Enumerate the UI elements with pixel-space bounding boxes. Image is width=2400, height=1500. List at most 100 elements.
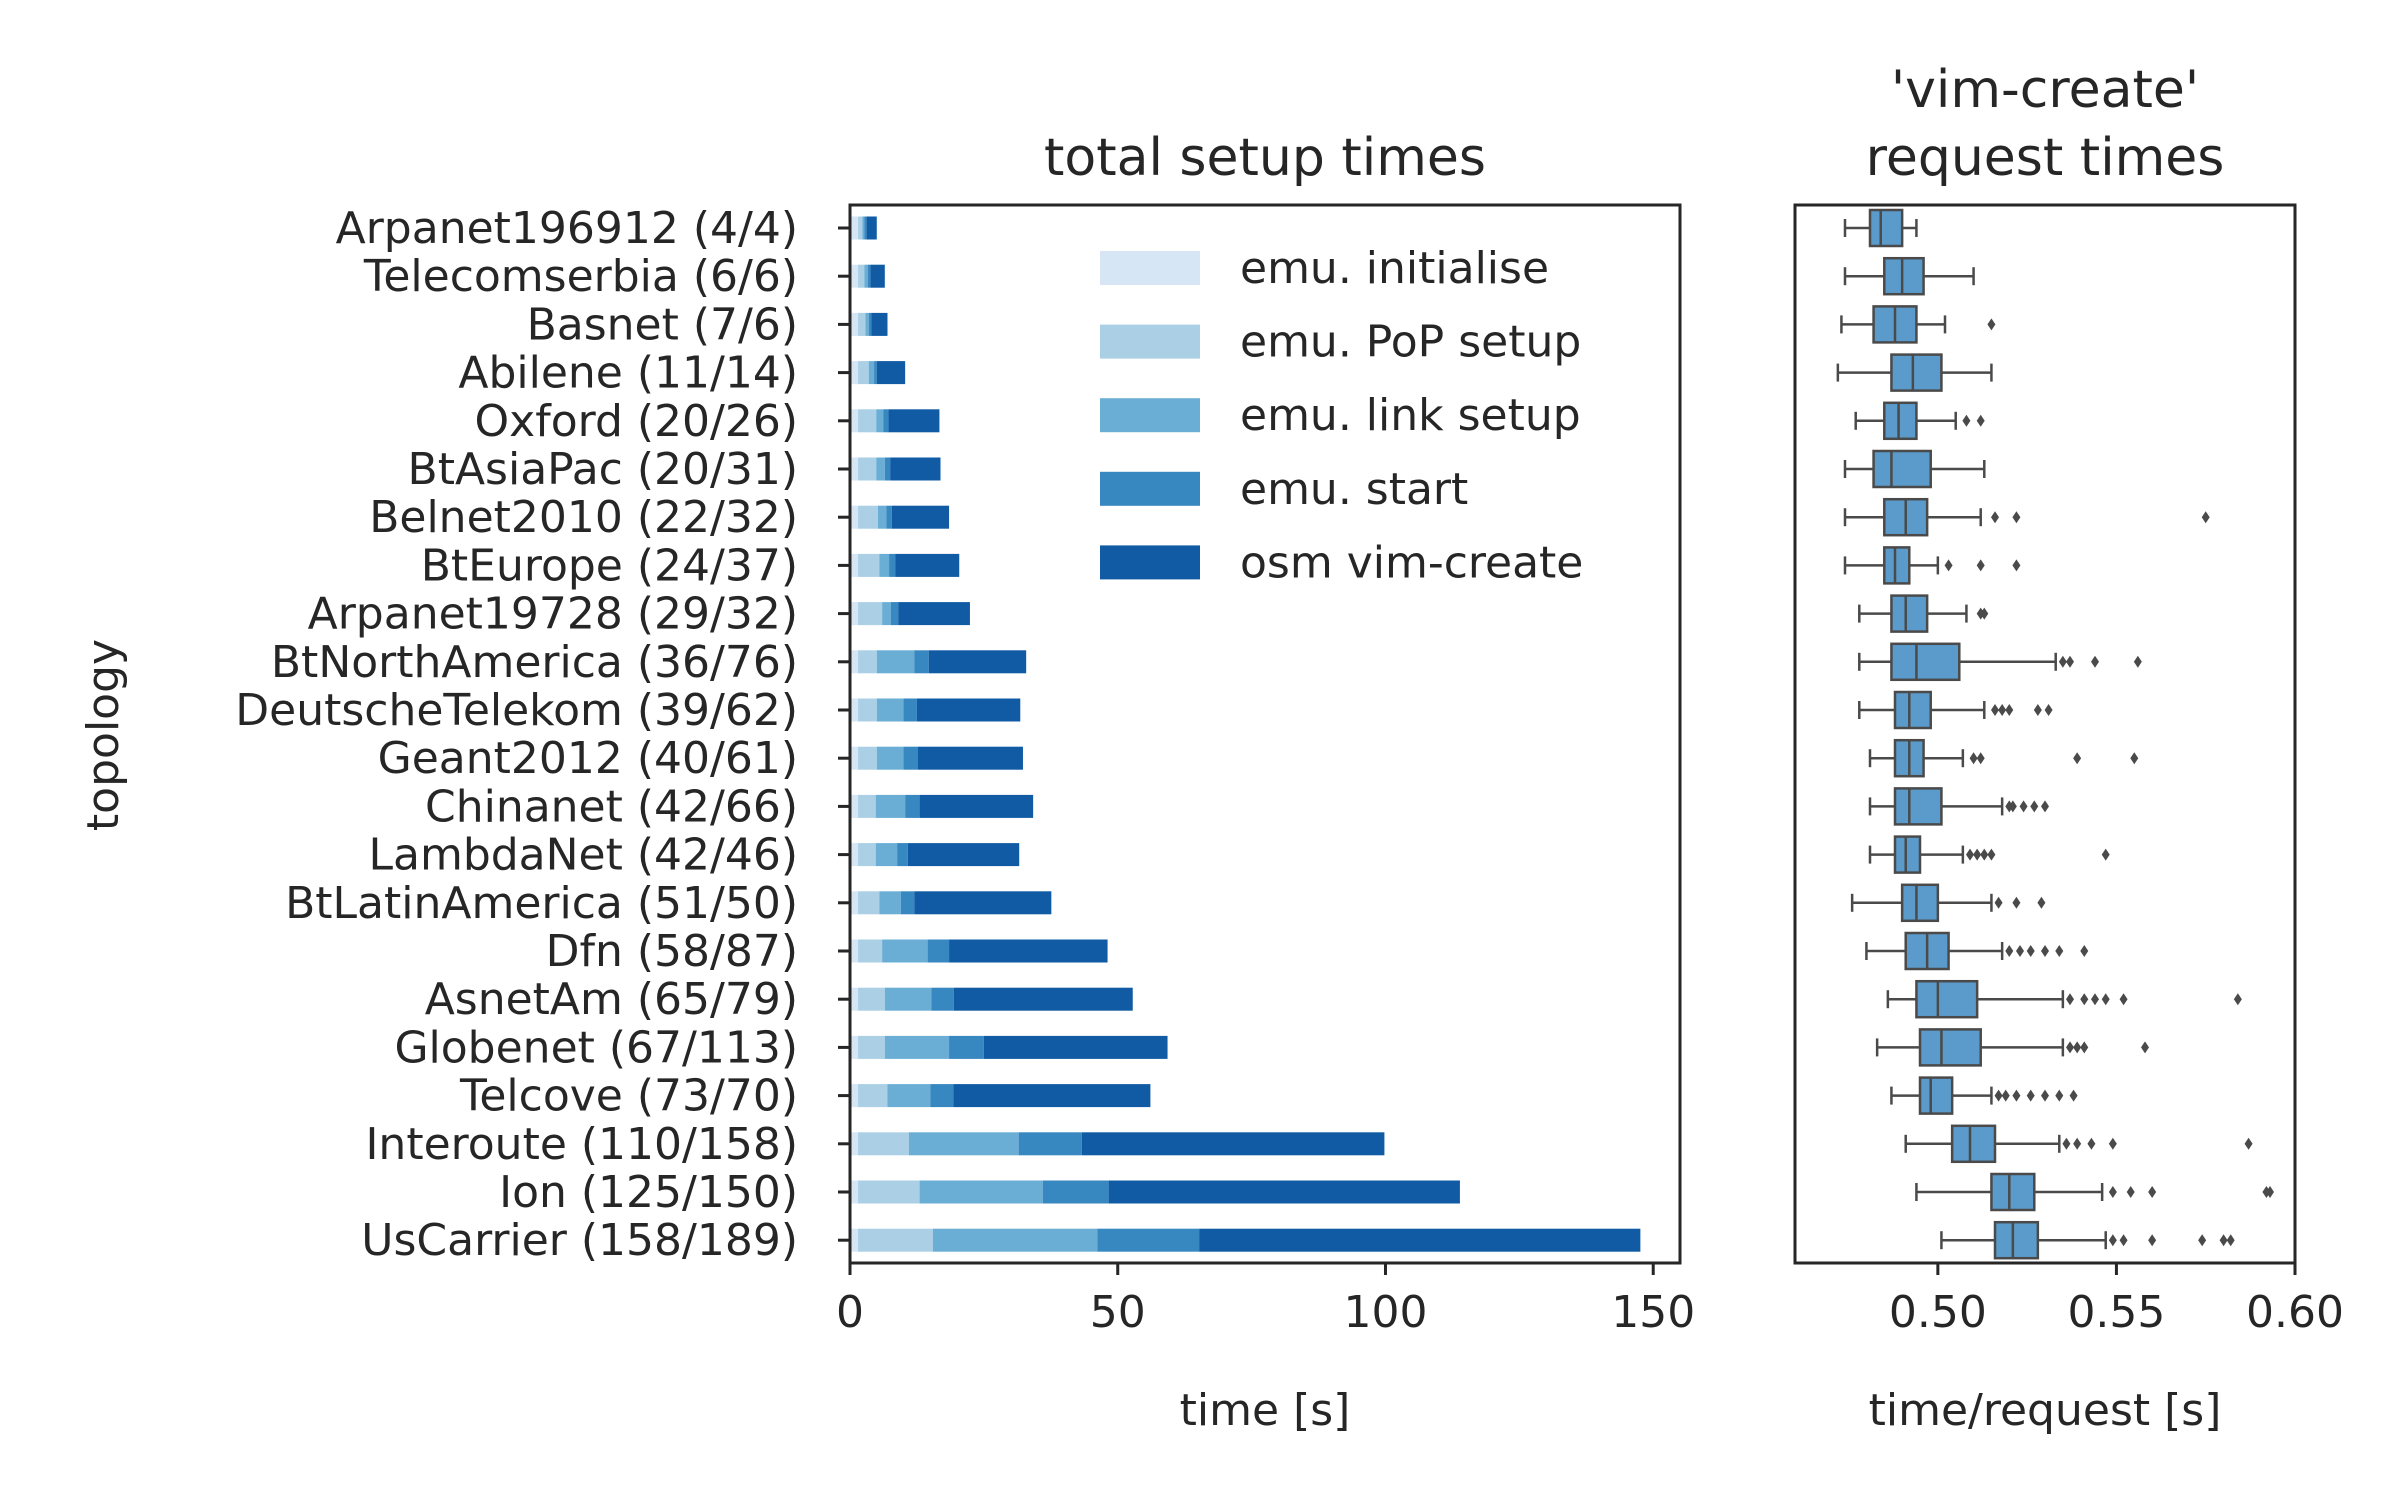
bar-1-20 <box>858 1180 920 1204</box>
bar-1-14 <box>858 891 880 915</box>
outlier <box>2101 993 2110 1006</box>
outlier <box>2008 800 2017 813</box>
outlier <box>2073 1041 2082 1054</box>
outlier <box>2058 655 2067 668</box>
outlier <box>2030 800 2039 813</box>
bar-3-18 <box>930 1084 954 1108</box>
iqr-box <box>1893 835 1922 874</box>
outlier <box>2055 945 2064 957</box>
outlier <box>2126 1186 2135 1198</box>
series-0 <box>850 216 859 1252</box>
legend-swatch <box>1100 251 1200 285</box>
box-7 <box>1843 546 2021 585</box>
bar-2-7 <box>879 553 890 577</box>
outlier <box>1980 848 1989 861</box>
box-6 <box>1843 497 2210 537</box>
bar-1-3 <box>858 361 869 385</box>
bar-0-15 <box>850 939 859 963</box>
outlier <box>2066 993 2074 1006</box>
request-times-chart: 0.50 0.55 0.60 time/request [s] 'vim-create'… <box>1793 60 2344 1436</box>
bar-2-1 <box>864 264 868 288</box>
bar-1-15 <box>858 939 883 963</box>
x-tick-label: 150 <box>1611 1287 1695 1338</box>
outlier <box>1987 848 1996 861</box>
y-tick-label: BtLatinAmerica (51/50) <box>285 878 798 929</box>
legend-swatch <box>1100 471 1200 506</box>
iqr-box <box>1883 546 1911 585</box>
iqr-box <box>1918 1028 1982 1067</box>
bar-1-5 <box>858 457 877 481</box>
outlier <box>2087 1137 2096 1150</box>
box-17 <box>1875 1028 2149 1067</box>
bar-2-14 <box>879 891 901 915</box>
iqr-box <box>1900 883 1940 923</box>
bar-0-17 <box>850 1035 859 1059</box>
bar-3-19 <box>1018 1132 1082 1156</box>
iqr-box <box>1883 256 1925 296</box>
bar-4-21 <box>1199 1228 1641 1252</box>
legend-swatch <box>1100 324 1200 359</box>
y-tick-label: BtNorthAmerica (36/76) <box>271 637 798 688</box>
bar-4-6 <box>891 505 950 529</box>
outlier <box>2026 945 2035 957</box>
y-tick-label: BtAsiaPac (20/31) <box>408 444 798 495</box>
bar-3-16 <box>931 987 954 1011</box>
outlier <box>2026 1089 2035 1102</box>
bar-4-11 <box>918 746 1023 770</box>
iqr-box <box>1890 642 1961 682</box>
bar-2-13 <box>875 843 898 867</box>
bar-2-20 <box>919 1180 1043 1204</box>
bar-3-17 <box>949 1035 984 1059</box>
bar-0-6 <box>850 505 859 529</box>
legend-label: emu. initialise <box>1240 243 1549 294</box>
outlier <box>1980 607 1989 620</box>
series-3 <box>864 216 1200 1252</box>
y-tick-label: Basnet (7/6) <box>527 299 798 350</box>
bar-4-16 <box>953 987 1133 1011</box>
outlier <box>2148 1234 2157 1247</box>
bar-1-13 <box>858 843 876 867</box>
bar-3-15 <box>927 939 950 963</box>
bar-0-18 <box>850 1084 859 1108</box>
outlier <box>2001 1089 2010 1102</box>
y-tick-label: AsnetAm (65/79) <box>425 974 798 1025</box>
y-tick-label: Chinanet (42/66) <box>425 781 798 832</box>
bar-1-11 <box>858 746 877 770</box>
bar-0-7 <box>850 553 859 577</box>
bar-4-14 <box>914 891 1052 915</box>
iqr-box <box>1893 787 1943 826</box>
y-tick-label: DeutscheTelekom (39/62) <box>235 685 798 736</box>
bar-2-5 <box>876 457 885 481</box>
box-8 <box>1858 594 1989 633</box>
x-axis-title: time [s] <box>1180 1385 1351 1436</box>
bar-1-0 <box>858 216 863 240</box>
outlier <box>2108 1186 2117 1198</box>
outlier <box>2091 655 2099 668</box>
outlier <box>1966 848 1974 861</box>
y-tick-label: Telecomserbia (6/6) <box>363 251 798 302</box>
outlier <box>1944 559 1953 572</box>
x-tick-label: 0.60 <box>2246 1287 2344 1338</box>
outlier <box>2133 655 2142 668</box>
y-tick-label: BtEurope (24/37) <box>421 540 798 591</box>
bar-4-3 <box>876 361 906 385</box>
box-5 <box>1843 449 1986 489</box>
outlier <box>2012 896 2021 909</box>
bar-3-21 <box>1097 1228 1200 1252</box>
outlier <box>2108 1234 2117 1247</box>
bar-1-8 <box>858 602 883 626</box>
bar-1-1 <box>858 264 865 288</box>
bar-1-7 <box>858 553 880 577</box>
outlier <box>2141 1041 2149 1054</box>
bar-2-17 <box>884 1035 950 1059</box>
y-tick-label: Interoute (110/158) <box>365 1119 798 1170</box>
bar-4-17 <box>983 1035 1168 1059</box>
outlier <box>2016 945 2024 957</box>
box-3 <box>1836 353 1993 392</box>
bar-3-3 <box>874 361 877 385</box>
outlier <box>2119 1234 2128 1247</box>
box-9 <box>1858 642 2142 682</box>
outlier <box>2037 896 2046 909</box>
outlier <box>2069 1089 2078 1102</box>
y-tick-label: Telcove (73/70) <box>459 1071 798 1122</box>
